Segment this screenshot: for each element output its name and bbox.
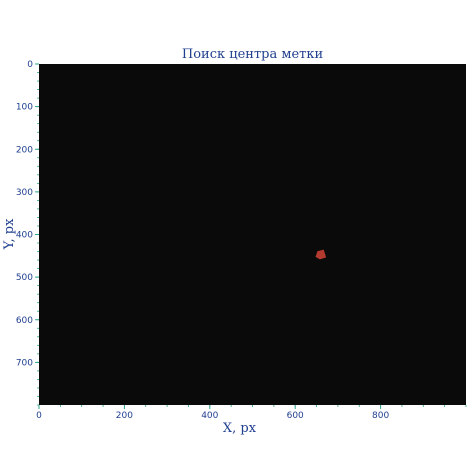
y-axis-minor-ticks [37,63,39,406]
x-tick-label: 400 [201,411,218,421]
x-axis-ticks: 0 200 400 600 800 [36,405,389,421]
y-tick-label: 200 [16,145,33,155]
detected-marker [315,249,327,260]
y-tick-label: 0 [27,60,33,70]
x-axis-label: X, px [223,421,257,436]
chart-title: Поиск центра метки [182,47,323,62]
y-tick-label: 300 [16,188,33,198]
y-tick-label: 500 [16,273,33,283]
x-tick-label: 0 [36,411,42,421]
image-background [39,64,466,405]
x-axis-minor-ticks [38,405,467,407]
y-tick-label: 100 [16,103,33,113]
y-axis-ticks: 0 100 200 300 400 500 600 700 [16,60,39,368]
y-tick-label: 600 [16,316,33,326]
x-tick-label: 600 [287,411,304,421]
y-tick-label: 700 [16,358,33,368]
y-axis-label: Y, px [2,218,17,250]
x-tick-label: 800 [372,411,389,421]
y-tick-label: 400 [16,231,33,241]
x-tick-label: 200 [116,411,133,421]
